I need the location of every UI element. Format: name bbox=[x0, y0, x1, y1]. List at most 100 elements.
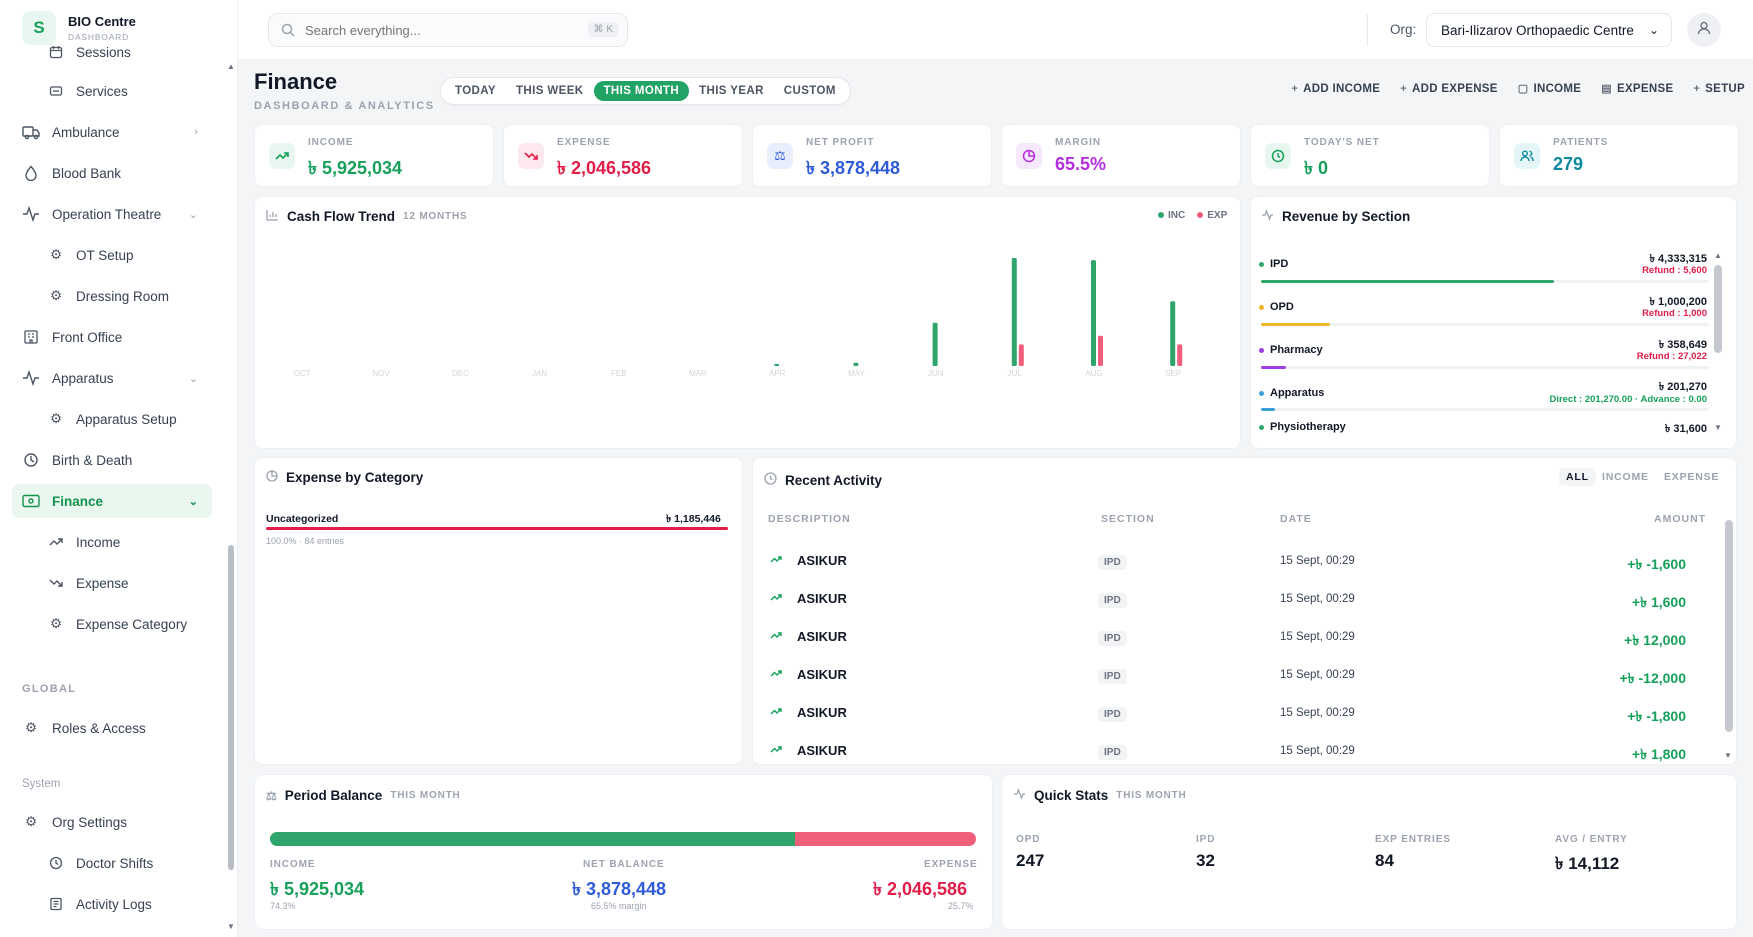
period-tab-this-year[interactable]: THIS YEAR bbox=[699, 85, 764, 97]
expense-bar[interactable] bbox=[1018, 344, 1024, 366]
quick-stats-title-text: Quick Stats bbox=[1034, 788, 1109, 803]
expense-button[interactable]: ▤ EXPENSE bbox=[1601, 82, 1673, 96]
sidebar-item-dressing-room[interactable]: ⚙ Dressing Room bbox=[12, 279, 212, 313]
scale-icon: ⚖ bbox=[266, 788, 277, 803]
period-balance-expense-segment bbox=[794, 832, 976, 846]
scroll-down-arrow[interactable]: ▼ bbox=[227, 922, 235, 931]
income-button[interactable]: ▢ INCOME bbox=[1518, 82, 1582, 96]
revenue-track bbox=[1261, 366, 1709, 369]
activity-desc: ASIKUR bbox=[797, 629, 847, 644]
filter-all[interactable]: ALL bbox=[1559, 468, 1596, 486]
legend-exp-dot bbox=[1197, 212, 1204, 219]
add-expense-button[interactable]: + ADD EXPENSE bbox=[1400, 82, 1497, 95]
expense-bar[interactable] bbox=[1098, 335, 1103, 366]
period-net-value: ৳ 3,878,448 bbox=[572, 879, 667, 899]
org-select[interactable]: Bari-Ilizarov Orthopaedic Centre ⌄ bbox=[1426, 13, 1672, 47]
period-income-pct: 74.3% bbox=[270, 901, 296, 911]
revenue-scroll-down[interactable]: ▼ bbox=[1714, 423, 1722, 432]
sidebar-scrollbar[interactable] bbox=[228, 545, 234, 870]
income-bar[interactable] bbox=[853, 362, 859, 366]
activity-scroll-down[interactable]: ▼ bbox=[1724, 751, 1732, 760]
sidebar-item-expense[interactable]: Expense bbox=[12, 566, 212, 600]
filter-expense[interactable]: EXPENSE bbox=[1664, 471, 1720, 483]
income-bar[interactable] bbox=[1091, 260, 1096, 366]
sidebar-item-label: Operation Theatre bbox=[52, 206, 162, 222]
sidebar-item-label: Org Settings bbox=[52, 814, 128, 830]
search-input[interactable] bbox=[305, 22, 575, 38]
activity-scrollbar[interactable] bbox=[1725, 520, 1733, 732]
income-bar[interactable] bbox=[932, 322, 938, 366]
setup-button[interactable]: + SETUP bbox=[1693, 82, 1745, 95]
income-label: INCOME bbox=[1533, 82, 1582, 95]
revenue-row-name: Pharmacy bbox=[1259, 344, 1323, 356]
scroll-up-arrow[interactable]: ▲ bbox=[227, 62, 235, 71]
sidebar-item-doctor-shifts[interactable]: Doctor Shifts bbox=[12, 846, 212, 880]
revenue-scroll-up[interactable]: ▲ bbox=[1714, 251, 1722, 260]
kpi-value: 65.5% bbox=[1055, 154, 1107, 174]
filter-income[interactable]: INCOME bbox=[1602, 471, 1649, 483]
search-box[interactable]: ⌘ K bbox=[268, 13, 628, 47]
sidebar-item-activity-logs[interactable]: Activity Logs bbox=[12, 887, 212, 921]
org-select-value: Bari-Ilizarov Orthopaedic Centre bbox=[1441, 22, 1634, 38]
column-description[interactable]: DESCRIPTION bbox=[768, 513, 851, 525]
quick-stat-value: 247 bbox=[1016, 851, 1045, 870]
sidebar-item-apparatus[interactable]: Apparatus ⌄ bbox=[12, 361, 212, 395]
revenue-track bbox=[1261, 408, 1709, 411]
sidebar-item-org-settings[interactable]: ⚙ Org Settings bbox=[12, 805, 212, 839]
kpi-value: ৳ 0 bbox=[1304, 158, 1328, 178]
sidebar-item-blood-bank[interactable]: Blood Bank bbox=[12, 156, 212, 190]
sidebar-item-income[interactable]: Income bbox=[12, 525, 212, 559]
period-tab-custom[interactable]: CUSTOM bbox=[783, 85, 836, 97]
ambulance-icon bbox=[22, 123, 40, 141]
search-shortcut: ⌘ K bbox=[587, 22, 619, 37]
user-avatar-button[interactable] bbox=[1687, 13, 1721, 47]
activity-icon bbox=[1013, 788, 1026, 803]
activity-row[interactable]: ASIKUR IPD 15 Sept, 00:29 +৳ -12,000 bbox=[752, 658, 1720, 696]
sidebar-item-operation-theatre[interactable]: Operation Theatre ⌄ bbox=[12, 197, 212, 231]
sidebar-item-ot-setup[interactable]: ⚙ OT Setup bbox=[12, 238, 212, 272]
column-section[interactable]: SECTION bbox=[1101, 513, 1155, 525]
services-icon bbox=[48, 83, 64, 99]
sidebar-item-sessions[interactable]: Sessions bbox=[12, 42, 212, 69]
sidebar-item-roles-access[interactable]: ⚙ Roles & Access bbox=[12, 711, 212, 745]
kpi-value: ৳ 5,925,034 bbox=[308, 158, 403, 178]
setup-label: SETUP bbox=[1705, 82, 1745, 95]
sidebar-item-finance[interactable]: Finance ⌄ bbox=[12, 484, 212, 518]
quick-stats-tag: THIS MONTH bbox=[1116, 790, 1187, 801]
brand[interactable]: S BIO Centre DASHBOARD bbox=[22, 11, 136, 45]
activity-row[interactable]: ASIKUR IPD 15 Sept, 00:29 +৳ 1,800 bbox=[752, 734, 1720, 772]
sidebar-item-label: Apparatus Setup bbox=[76, 411, 177, 427]
revenue-scrollbar[interactable] bbox=[1714, 265, 1722, 353]
period-balance-bar bbox=[270, 832, 976, 846]
quick-stat-label: OPD bbox=[1016, 834, 1041, 845]
add-income-button[interactable]: + ADD INCOME bbox=[1291, 82, 1380, 95]
kpi-value: ৳ 3,878,448 bbox=[806, 158, 901, 178]
revenue-sub: Refund : 1,000 bbox=[1642, 308, 1707, 319]
income-bar[interactable] bbox=[1011, 258, 1017, 366]
period-balance-title: ⚖ Period Balance THIS MONTH bbox=[266, 788, 461, 803]
sidebar-item-apparatus-setup[interactable]: ⚙ Apparatus Setup bbox=[12, 402, 212, 436]
period-tab-this-week[interactable]: THIS WEEK bbox=[516, 85, 584, 97]
sidebar-item-ambulance[interactable]: Ambulance › bbox=[12, 115, 212, 149]
sidebar-item-services[interactable]: Services bbox=[12, 74, 212, 108]
sidebar-item-expense-category[interactable]: ⚙ Expense Category bbox=[12, 607, 212, 641]
revenue-name-text: Physiotherapy bbox=[1270, 421, 1346, 433]
income-bar[interactable] bbox=[1170, 301, 1176, 366]
activity-row[interactable]: ASIKUR IPD 15 Sept, 00:29 +৳ 12,000 bbox=[752, 620, 1720, 658]
period-income-label: INCOME bbox=[270, 859, 316, 870]
period-tab-today[interactable]: TODAY bbox=[455, 85, 496, 97]
sidebar-item-birth-death[interactable]: Birth & Death bbox=[12, 443, 212, 477]
column-date[interactable]: DATE bbox=[1280, 513, 1312, 525]
activity-row[interactable]: ASIKUR IPD 15 Sept, 00:29 +৳ -1,600 bbox=[752, 544, 1720, 582]
trend-down-icon bbox=[518, 143, 544, 169]
income-bar[interactable] bbox=[774, 363, 780, 366]
expense-bar[interactable] bbox=[1177, 344, 1183, 366]
cash-flow-tag: 12 MONTHS bbox=[403, 211, 468, 222]
expense-category-bar bbox=[266, 527, 728, 530]
topbar-divider bbox=[1367, 14, 1368, 46]
sidebar-item-front-office[interactable]: Front Office bbox=[12, 320, 212, 354]
activity-row[interactable]: ASIKUR IPD 15 Sept, 00:29 +৳ -1,800 bbox=[752, 696, 1720, 734]
activity-row[interactable]: ASIKUR IPD 15 Sept, 00:29 +৳ 1,600 bbox=[752, 582, 1720, 620]
column-amount[interactable]: AMOUNT bbox=[1654, 513, 1707, 525]
period-tab-this-month[interactable]: THIS MONTH bbox=[593, 81, 690, 101]
